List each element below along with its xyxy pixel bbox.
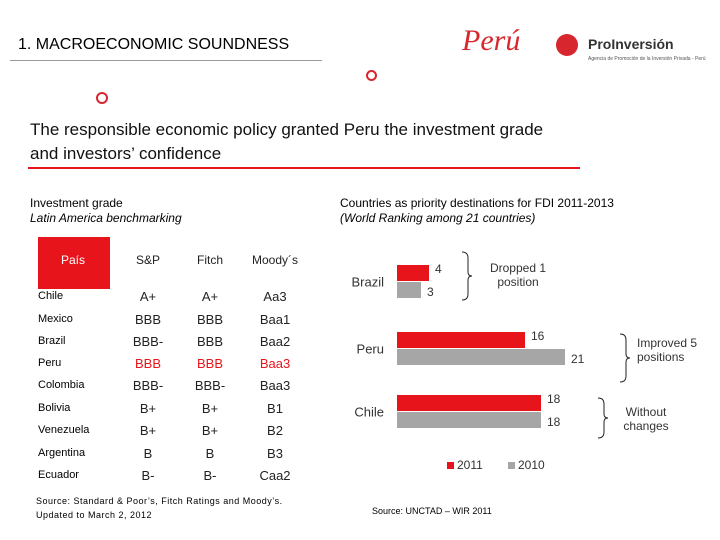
- brace: [597, 397, 609, 439]
- row-label: Argentina: [38, 447, 86, 459]
- row-label: Venezuela: [38, 424, 90, 436]
- bar: [397, 412, 541, 428]
- cell: B: [205, 446, 215, 461]
- cell: BBB-: [194, 378, 226, 393]
- cell: B+: [139, 423, 157, 438]
- row-label: Peru: [38, 357, 62, 369]
- legend-swatch: [508, 462, 515, 469]
- cell: B-: [141, 468, 155, 483]
- cell: B2: [267, 423, 283, 438]
- data-label: 18: [547, 392, 561, 406]
- header-cell-bg: [38, 237, 110, 289]
- row-label: Mexico: [38, 313, 73, 325]
- column-header: País: [60, 253, 85, 267]
- bar: [397, 332, 525, 348]
- row-label: Colombia: [38, 379, 85, 391]
- cell: A+: [139, 289, 157, 304]
- decor: [96, 92, 108, 104]
- row-label: Chile: [38, 290, 64, 302]
- slide-title: 1. MACROECONOMIC SOUNDNESS: [18, 36, 290, 53]
- table-source: Source: Standard & Poor’s, Fitch Ratings…: [36, 496, 283, 520]
- data-label: 16: [531, 329, 545, 343]
- category-label: Peru: [357, 341, 384, 356]
- chart-subtitle: (World Ranking among 21 countries): [340, 211, 536, 225]
- left-title: Investment grade: [30, 196, 123, 210]
- row-label: Brazil: [38, 335, 66, 347]
- cell: BBB: [196, 312, 223, 327]
- column-header: Fitch: [196, 253, 223, 267]
- cell: Baa3: [259, 356, 291, 371]
- cell: BBB: [134, 356, 161, 371]
- logo-tagline: Agencia de Promoción de la Inversión Pri…: [588, 56, 706, 62]
- brace: [461, 251, 473, 301]
- legend-label: 2010: [518, 458, 545, 472]
- cell: BBB: [134, 312, 161, 327]
- column-header: Moody´s: [251, 253, 298, 267]
- column-header: S&P: [135, 253, 160, 267]
- logo-proinversion: ProInversión: [588, 36, 674, 52]
- annotation: Without changes: [623, 405, 669, 433]
- title-rule: [10, 60, 322, 61]
- chart-source: Source: UNCTAD – WIR 2011: [372, 506, 492, 516]
- bar: [397, 349, 565, 365]
- cell: B3: [267, 446, 283, 461]
- cell: B+: [201, 401, 219, 416]
- cell: B: [143, 446, 153, 461]
- logo-peru: Perú: [462, 24, 521, 57]
- logo-icon: [556, 34, 578, 56]
- cell: B1: [267, 401, 283, 416]
- bar: [397, 282, 421, 298]
- cell: BBB: [196, 334, 223, 349]
- left-subtitle: Latin America benchmarking: [30, 211, 182, 225]
- cell: B+: [201, 423, 219, 438]
- legend-swatch: [447, 462, 454, 469]
- cell: Aa3: [263, 289, 287, 304]
- heading-rule: [28, 167, 580, 169]
- category-label: Chile: [354, 404, 384, 419]
- heading: The responsible economic policy granted …: [30, 120, 544, 163]
- cell: B-: [203, 468, 217, 483]
- legend-label: 2011: [457, 458, 483, 472]
- category-label: Brazil: [351, 274, 384, 289]
- data-label: 21: [571, 352, 585, 366]
- decor: [366, 70, 377, 81]
- cell: BBB-: [132, 334, 164, 349]
- cell: B+: [139, 401, 157, 416]
- data-label: 4: [435, 262, 442, 276]
- bar: [397, 395, 541, 411]
- cell: BBB: [196, 356, 223, 371]
- annotation: Dropped 1 position: [489, 261, 547, 289]
- cell: Baa2: [259, 334, 291, 349]
- row-label: Bolivia: [38, 402, 71, 414]
- cell: Caa2: [259, 468, 291, 483]
- cell: Baa3: [259, 378, 291, 393]
- bar: [397, 265, 429, 281]
- cell: A+: [201, 289, 219, 304]
- row-label: Ecuador: [38, 469, 79, 481]
- chart-title: Countries as priority destinations for F…: [340, 196, 614, 210]
- cell: Baa1: [259, 312, 291, 327]
- data-label: 18: [547, 415, 561, 429]
- data-label: 3: [427, 285, 434, 299]
- annotation: Improved 5 positions: [637, 336, 698, 364]
- brace: [619, 333, 631, 383]
- cell: BBB-: [132, 378, 164, 393]
